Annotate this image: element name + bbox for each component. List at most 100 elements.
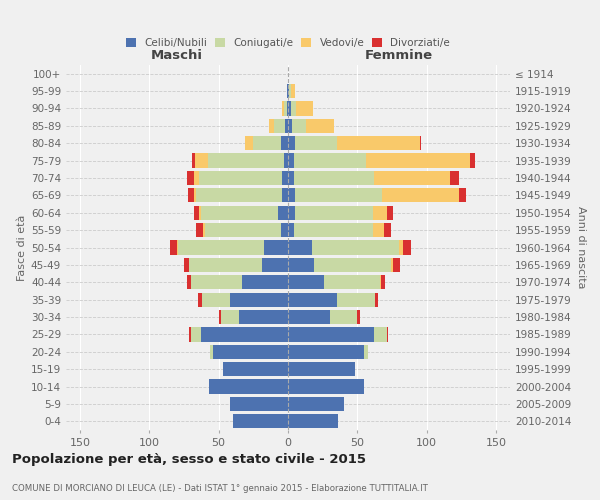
Bar <box>288 136 337 150</box>
Bar <box>288 292 376 307</box>
Bar <box>288 328 374 342</box>
Bar <box>253 136 288 150</box>
Bar <box>285 118 288 133</box>
Bar <box>288 240 399 254</box>
Bar <box>194 206 288 220</box>
Bar <box>194 188 288 202</box>
Bar <box>190 258 288 272</box>
Bar <box>233 414 288 428</box>
Bar <box>288 258 394 272</box>
Bar <box>191 328 288 342</box>
Bar <box>221 310 288 324</box>
Bar <box>288 154 366 168</box>
Text: Popolazione per età, sesso e stato civile - 2015: Popolazione per età, sesso e stato civil… <box>12 452 366 466</box>
Bar <box>283 171 288 185</box>
Bar <box>202 292 288 307</box>
Bar <box>242 275 288 289</box>
Bar <box>274 118 288 133</box>
Bar <box>195 154 288 168</box>
Bar <box>288 380 364 394</box>
Bar <box>288 206 386 220</box>
Bar <box>288 206 373 220</box>
Bar <box>288 223 293 237</box>
Bar <box>203 223 288 237</box>
Bar <box>245 136 288 150</box>
Bar <box>199 171 288 185</box>
Bar <box>233 414 288 428</box>
Bar <box>196 188 288 202</box>
Bar <box>288 240 403 254</box>
Bar <box>223 362 288 376</box>
Bar <box>191 275 288 289</box>
Bar <box>283 188 288 202</box>
Bar <box>288 362 355 376</box>
Bar <box>288 84 289 98</box>
Bar <box>288 362 355 376</box>
Bar <box>230 397 288 411</box>
Text: Femmine: Femmine <box>365 48 433 62</box>
Bar <box>288 397 343 411</box>
Bar <box>269 118 288 133</box>
Y-axis label: Fasce di età: Fasce di età <box>17 214 27 280</box>
Bar <box>288 344 368 359</box>
Bar <box>288 118 292 133</box>
Bar <box>198 292 288 307</box>
Bar <box>288 328 388 342</box>
Bar <box>288 240 412 254</box>
Bar <box>230 397 288 411</box>
Bar <box>288 414 338 428</box>
Bar <box>287 84 288 98</box>
Bar <box>210 344 288 359</box>
Bar <box>288 292 378 307</box>
Bar <box>223 362 288 376</box>
Bar <box>177 240 288 254</box>
Bar <box>288 414 338 428</box>
Bar <box>288 344 368 359</box>
Bar <box>200 206 288 220</box>
Bar <box>288 171 374 185</box>
Bar <box>265 240 288 254</box>
Bar <box>288 102 313 116</box>
Bar <box>288 397 343 411</box>
Bar <box>288 310 358 324</box>
Bar <box>288 397 343 411</box>
Bar <box>288 84 291 98</box>
Bar <box>245 136 288 150</box>
Bar <box>288 258 400 272</box>
Bar <box>278 206 288 220</box>
Bar <box>205 223 288 237</box>
Bar <box>288 328 386 342</box>
Bar <box>269 118 288 133</box>
Bar <box>223 362 288 376</box>
Bar <box>288 102 296 116</box>
Bar <box>288 171 293 185</box>
Bar <box>288 102 291 116</box>
Bar <box>288 223 384 237</box>
Bar <box>288 154 293 168</box>
Bar <box>287 102 288 116</box>
Bar <box>283 102 288 116</box>
Text: COMUNE DI MORCIANO DI LEUCA (LE) - Dati ISTAT 1° gennaio 2015 - Elaborazione TUT: COMUNE DI MORCIANO DI LEUCA (LE) - Dati … <box>12 484 428 493</box>
Bar <box>288 380 364 394</box>
Text: Maschi: Maschi <box>151 48 203 62</box>
Bar <box>288 188 382 202</box>
Bar <box>191 328 288 342</box>
Bar <box>288 258 391 272</box>
Bar <box>210 344 288 359</box>
Bar <box>210 344 288 359</box>
Bar <box>288 292 337 307</box>
Bar <box>288 275 380 289</box>
Bar <box>283 102 288 116</box>
Bar <box>288 380 364 394</box>
Bar <box>262 258 288 272</box>
Bar <box>288 380 364 394</box>
Bar <box>288 258 314 272</box>
Bar <box>288 310 358 324</box>
Bar <box>288 223 373 237</box>
Bar <box>288 310 360 324</box>
Bar <box>288 344 364 359</box>
Bar <box>288 275 324 289</box>
Bar <box>288 344 368 359</box>
Bar <box>230 397 288 411</box>
Bar <box>209 380 288 394</box>
